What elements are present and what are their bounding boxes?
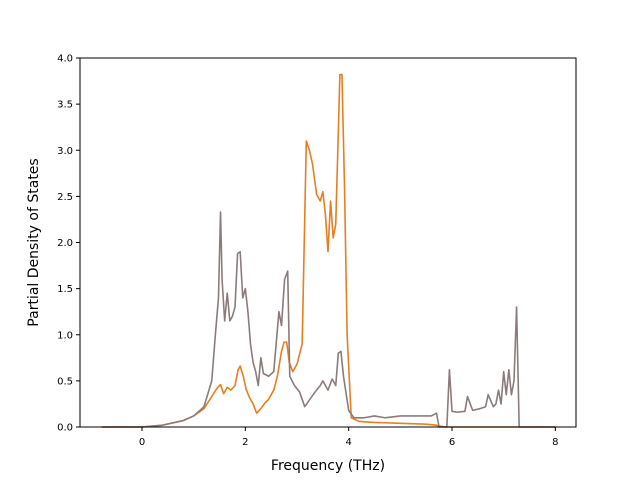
x-tick-label: 6 bbox=[449, 437, 455, 448]
y-tick-label: 0.5 bbox=[57, 376, 73, 387]
y-tick-label: 4.0 bbox=[57, 54, 73, 65]
y-tick-label: 0.0 bbox=[57, 423, 73, 434]
x-axis-ticks: 0 2 4 6 8 bbox=[139, 427, 559, 448]
y-tick-label: 2.5 bbox=[57, 192, 73, 203]
series-line-2 bbox=[101, 211, 556, 428]
series-line-1 bbox=[101, 73, 556, 428]
y-tick-label: 1.0 bbox=[57, 330, 73, 341]
y-axis-ticks: 0.0 0.5 1.0 1.5 2.0 2.5 3.0 3.5 4.0 bbox=[57, 54, 80, 434]
y-tick-label: 1.5 bbox=[57, 284, 73, 295]
y-axis-label: Partial Density of States bbox=[26, 158, 42, 326]
x-tick-label: 8 bbox=[552, 437, 558, 448]
x-tick-label: 0 bbox=[139, 437, 145, 448]
y-tick-label: 3.0 bbox=[57, 146, 73, 157]
y-tick-label: 3.5 bbox=[57, 100, 73, 111]
x-tick-label: 2 bbox=[242, 437, 248, 448]
y-tick-label: 2.0 bbox=[57, 238, 73, 249]
x-axis-label: Frequency (THz) bbox=[271, 458, 385, 474]
series-layer bbox=[101, 73, 556, 428]
x-tick-label: 4 bbox=[345, 437, 351, 448]
